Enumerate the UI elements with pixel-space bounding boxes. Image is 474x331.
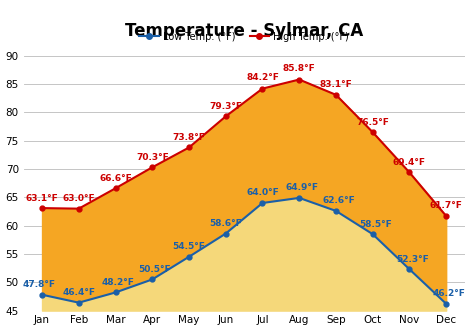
Text: 61.7°F: 61.7°F [430,202,463,211]
Text: 63.1°F: 63.1°F [26,194,58,203]
Text: 54.5°F: 54.5°F [173,242,205,251]
Text: 84.2°F: 84.2°F [246,73,279,82]
Text: 63.0°F: 63.0°F [63,194,95,203]
Text: 69.4°F: 69.4°F [393,158,426,167]
Text: 83.1°F: 83.1°F [319,80,352,89]
Text: 66.6°F: 66.6°F [99,174,132,183]
Text: 47.8°F: 47.8°F [23,280,56,289]
Text: 70.3°F: 70.3°F [136,153,169,162]
Text: 64.9°F: 64.9°F [285,183,319,192]
Text: 62.6°F: 62.6°F [322,196,355,205]
Text: 58.6°F: 58.6°F [210,219,242,228]
Text: 48.2°F: 48.2°F [102,278,135,287]
Text: 85.8°F: 85.8°F [283,64,316,72]
Legend: Low Temp. (°F), High Temp. (°F): Low Temp. (°F), High Temp. (°F) [136,28,353,46]
Text: 79.3°F: 79.3°F [209,102,242,111]
Text: 52.3°F: 52.3°F [396,255,428,264]
Text: 64.0°F: 64.0°F [246,188,279,197]
Title: Temperature - Sylmar, CA: Temperature - Sylmar, CA [125,22,363,40]
Text: 58.5°F: 58.5°F [359,219,392,229]
Text: 46.4°F: 46.4°F [62,288,95,297]
Text: 46.2°F: 46.2°F [432,289,465,298]
Text: 50.5°F: 50.5°F [139,265,171,274]
Text: 76.5°F: 76.5°F [356,118,389,127]
Text: 73.8°F: 73.8°F [173,133,205,142]
